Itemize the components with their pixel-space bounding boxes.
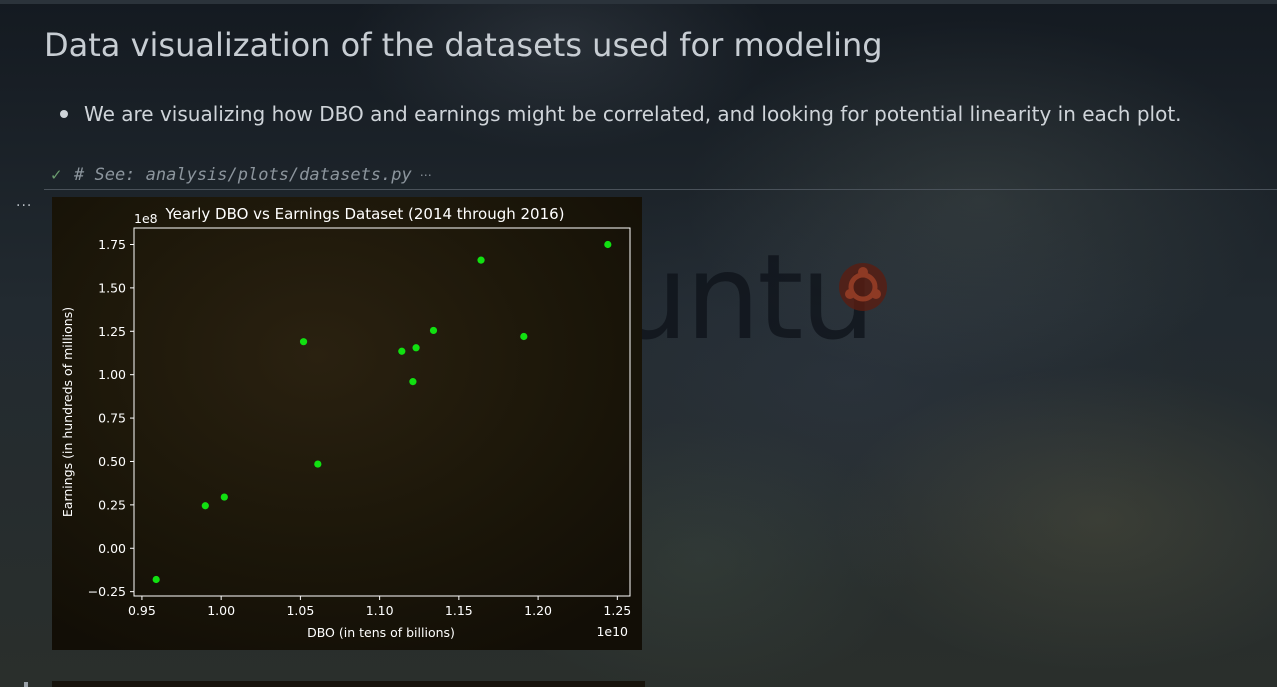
next-plot-output-top [52, 681, 645, 687]
y-tick-label: 1.75 [98, 237, 126, 252]
scatter-plot-output: Yearly DBO vs Earnings Dataset (2014 thr… [52, 197, 642, 650]
bullet-text: We are visualizing how DBO and earnings … [84, 102, 1182, 126]
scatter-point [398, 347, 406, 355]
code-cell[interactable]: ✓ # See: analysis/plots/datasets.py ⋯ [44, 160, 1277, 190]
x-axis-label: DBO (in tens of billions) [307, 625, 455, 640]
markdown-heading: Data visualization of the datasets used … [44, 26, 883, 64]
output-actions-menu[interactable]: ... [16, 194, 33, 210]
code-cell-source[interactable]: # See: analysis/plots/datasets.py [74, 164, 412, 185]
y-tick-label: −0.25 [88, 584, 126, 599]
y-offset-label: 1e8 [134, 211, 158, 226]
scatter-point [201, 502, 209, 510]
cell-side-marker [24, 682, 28, 687]
scatter-point [314, 460, 322, 468]
y-tick-label: 1.25 [98, 324, 126, 339]
scatter-point [604, 240, 612, 249]
check-icon: ✓ [50, 165, 63, 184]
y-tick-label: 1.00 [98, 367, 126, 382]
x-offset-label: 1e10 [596, 624, 628, 639]
y-tick-label: 0.50 [98, 454, 126, 469]
scatter-point [152, 575, 160, 584]
scatter-point [429, 326, 438, 335]
x-tick-label: 1.15 [445, 603, 473, 618]
x-tick-label: 1.05 [286, 603, 314, 618]
plot-frame [133, 227, 631, 597]
ubuntu-circle-of-friends-icon [839, 263, 887, 311]
y-tick-label: 0.00 [98, 541, 126, 556]
y-tick-label: 0.75 [98, 411, 126, 426]
scatter-point [220, 493, 228, 501]
x-tick-label: 1.25 [603, 603, 631, 618]
scatter-point [412, 344, 420, 352]
scatter-point [299, 338, 308, 346]
window-top-border [0, 0, 1277, 4]
scatter-point [477, 256, 485, 264]
y-tick-label: 0.25 [98, 497, 126, 512]
x-tick-label: 0.95 [128, 603, 156, 618]
y-axis-label: Earnings (in hundreds of millions) [60, 307, 75, 517]
scatter-point [520, 332, 528, 341]
collapsed-code-ellipsis-icon[interactable]: ⋯ [419, 167, 432, 182]
scatter-point [409, 378, 417, 386]
data-points [152, 240, 612, 584]
axis-ticks: 0.95 1.00 1.05 1.10 1.15 1.20 1.25 −0.25 0.00 0.2… [88, 237, 632, 618]
bullet-dot-icon [60, 110, 68, 118]
figure-background [52, 197, 642, 650]
chart-title: Yearly DBO vs Earnings Dataset (2014 thr… [164, 205, 564, 223]
markdown-bullet-item: We are visualizing how DBO and earnings … [60, 102, 1182, 126]
x-tick-label: 1.20 [524, 603, 552, 618]
x-tick-label: 1.10 [366, 603, 394, 618]
x-tick-label: 1.00 [207, 603, 235, 618]
y-tick-label: 1.50 [98, 280, 126, 295]
